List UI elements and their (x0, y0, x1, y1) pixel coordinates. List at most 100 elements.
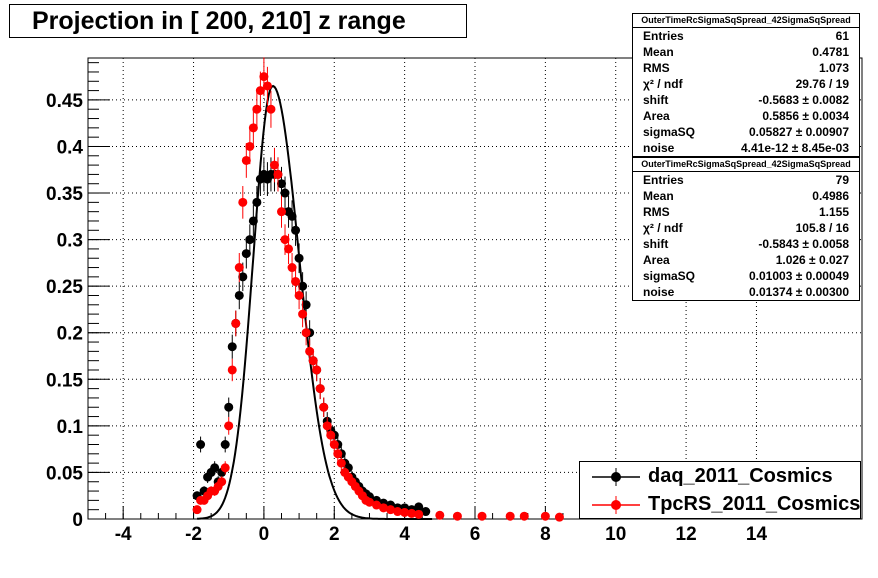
data-point (266, 104, 276, 114)
axes: -4 -2 0 2 4 6 8 10 12 14 0 0.05 0.1 0.15 0.2 0.25 0.3 0.3… (46, 57, 863, 545)
data-point (252, 197, 262, 207)
data-point (333, 449, 343, 459)
stats-value: -0.5843 ± 0.0058 (758, 237, 849, 251)
stats-value: 105.8 / 16 (795, 221, 849, 235)
data-point (234, 263, 244, 273)
data-point (477, 511, 487, 521)
data-point (245, 141, 255, 151)
stats-row: noise 4.41e-12 ± 8.45e-03 (633, 140, 859, 156)
data-point (315, 384, 325, 394)
data-point (224, 421, 234, 431)
data-point (248, 216, 258, 226)
stats-value: 0.05827 ± 0.00907 (748, 125, 849, 139)
stats-label: shift (643, 93, 669, 107)
fit-curves (197, 84, 433, 520)
stats-label: Entries (643, 29, 684, 43)
stats-value: 1.026 ± 0.027 (775, 253, 849, 267)
x-tick-label: 6 (470, 524, 481, 545)
data-point (220, 463, 230, 473)
data-point (312, 365, 322, 375)
data-point (238, 272, 248, 282)
stats-label: Mean (643, 45, 674, 59)
data-point (277, 179, 286, 189)
data-point (224, 402, 234, 412)
data-point (301, 328, 311, 338)
data-point (319, 402, 329, 412)
x-tick-label: 14 (746, 524, 768, 545)
stats-header: OuterTimeRcSigmaSqSpread_42SigmaSqSpread (633, 14, 859, 28)
data-point (519, 511, 529, 521)
data-point (227, 342, 237, 352)
data-point (241, 155, 251, 165)
stats-row: RMS 1.073 (633, 60, 859, 76)
legend-entry-daq: daq_2011_Cosmics (580, 463, 860, 491)
data-point (192, 505, 202, 515)
stats-label: χ² / ndf (643, 221, 683, 235)
data-point (298, 309, 308, 319)
x-tick-label: -2 (185, 524, 202, 545)
stats-value: 0.4986 (812, 189, 849, 203)
data-point (326, 430, 336, 440)
stats-value: 79 (835, 173, 849, 187)
stats-value: 61 (835, 29, 849, 43)
data-point (245, 235, 255, 245)
data-point (252, 104, 262, 114)
y-tick-label: 0.3 (57, 231, 83, 252)
stats-label: noise (643, 141, 675, 155)
stats-row: χ² / ndf 105.8 / 16 (633, 220, 859, 236)
data-point (234, 290, 244, 300)
data-point (305, 346, 315, 356)
stats-label: sigmaSQ (643, 125, 696, 139)
series-1 (192, 57, 564, 522)
stats-row: Area 1.026 ± 0.027 (633, 252, 859, 268)
stats-row: Area 0.5856 ± 0.0034 (633, 108, 859, 124)
stats-value: 1.073 (818, 61, 849, 75)
stats-value: 29.76 / 19 (795, 77, 849, 91)
data-point (277, 207, 286, 217)
data-point (364, 497, 374, 507)
legend-label-tpcrs: TpcRS_2011_Cosmics (648, 493, 861, 515)
data-point (259, 72, 269, 82)
data-point (407, 508, 417, 518)
stats-row: Mean 0.4986 (633, 188, 859, 204)
stats-row: χ² / ndf 29.76 / 19 (633, 76, 859, 92)
stats-box-daq: OuterTimeRcSigmaSqSpread_42SigmaSqSpread… (632, 13, 860, 157)
data-point (291, 277, 301, 287)
data-point (371, 500, 381, 510)
data-point (452, 511, 462, 521)
stats-value: 0.5856 ± 0.0034 (762, 109, 849, 123)
data-point (400, 507, 410, 517)
stats-label: Area (643, 109, 670, 123)
data-point (287, 263, 297, 273)
data-point (379, 503, 389, 513)
stats-row: Mean 0.4781 (633, 44, 859, 60)
stats-row: noise 0.01374 ± 0.00300 (633, 284, 859, 300)
y-tick-label: 0.2 (57, 324, 83, 345)
data-point (273, 169, 283, 179)
stats-row: Entries 79 (633, 172, 859, 188)
data-point (414, 509, 424, 519)
data-point (196, 439, 206, 449)
data-point (248, 123, 258, 133)
x-tick-label: 10 (605, 524, 626, 545)
x-tick-label: -4 (115, 524, 132, 545)
x-tick-label: 4 (399, 524, 410, 545)
stats-box-tpcrs: OuterTimeRcSigmaSqSpread_42SigmaSqSpread… (632, 157, 860, 301)
data-point (554, 512, 564, 522)
data-point (238, 197, 248, 207)
stats-label: Area (643, 253, 670, 267)
data-point (298, 281, 308, 291)
legend-marker-red (592, 496, 640, 514)
data-point (386, 505, 396, 515)
data-point (280, 235, 290, 245)
x-tick-label: 2 (329, 524, 340, 545)
data-point (262, 81, 272, 91)
data-point (210, 463, 220, 473)
data-point (294, 290, 304, 300)
stats-label: sigmaSQ (643, 269, 696, 283)
stats-row: Entries 61 (633, 28, 859, 44)
stats-label: RMS (643, 61, 670, 75)
x-tick-label: 8 (540, 524, 551, 545)
data-point (217, 477, 227, 487)
stats-value: 0.01003 ± 0.00049 (748, 269, 849, 283)
